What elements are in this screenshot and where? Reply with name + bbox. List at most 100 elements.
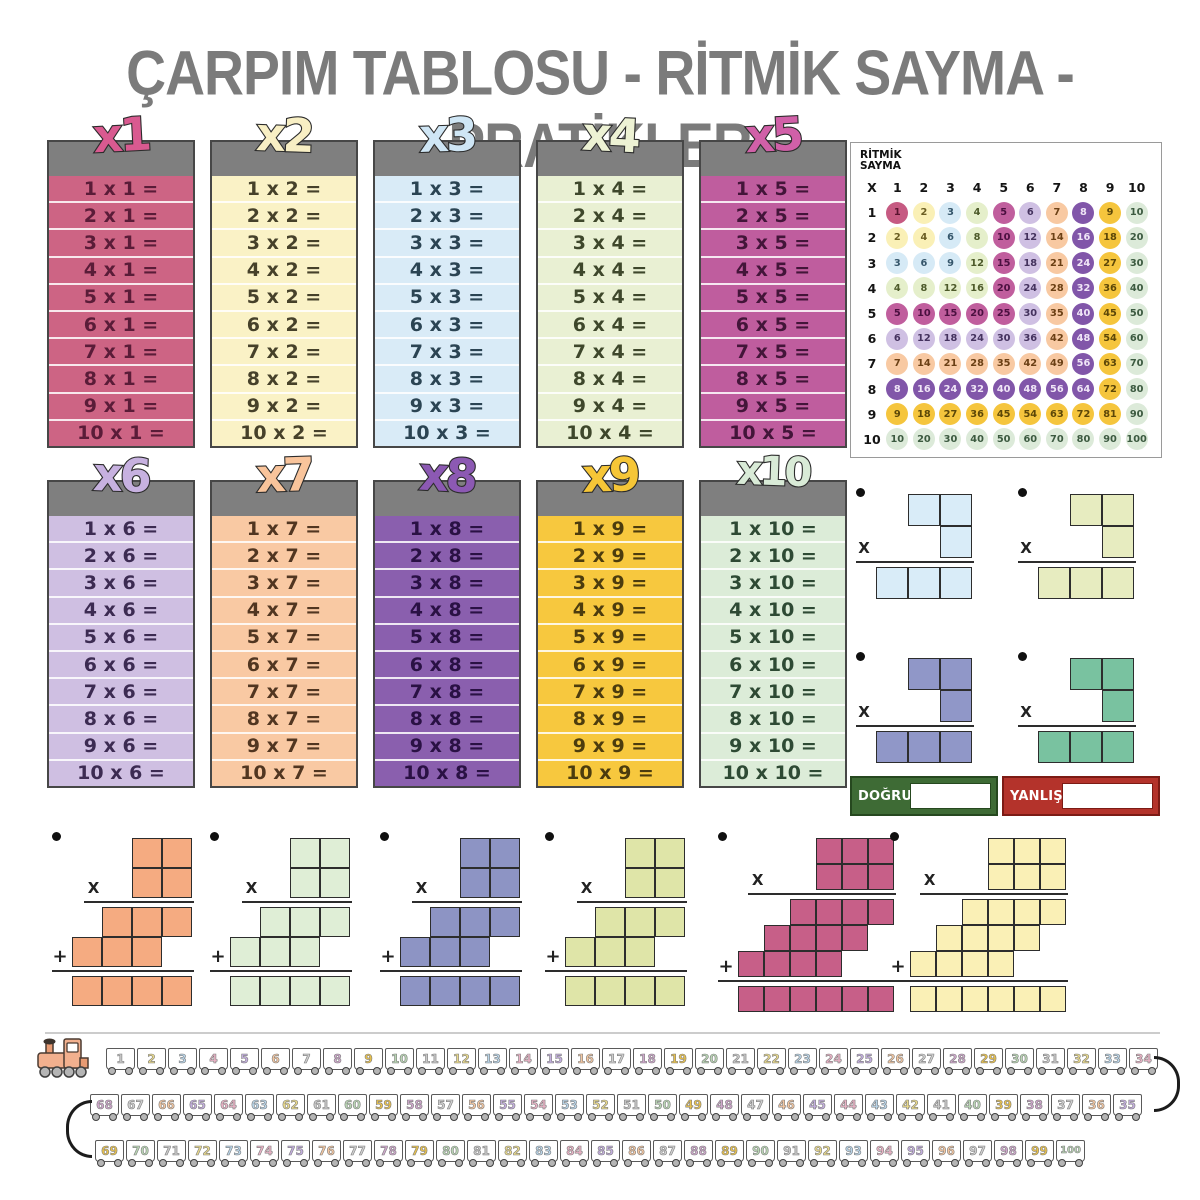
wagon-number: 64: [220, 1098, 237, 1112]
wagon-number: 17: [608, 1052, 625, 1066]
multiply-sign: X: [751, 871, 764, 889]
wagon-wheel: [340, 1113, 348, 1121]
train-wagon: 52: [586, 1094, 615, 1124]
train-wagon: 14: [509, 1048, 538, 1078]
wagon-body: 35: [1113, 1094, 1142, 1116]
wagon-wheel: [314, 1159, 322, 1167]
grid-product-circle: 45: [1099, 302, 1122, 325]
train-wagon: 1: [106, 1048, 135, 1078]
wrong-input[interactable]: [1062, 783, 1153, 809]
wagon-number: 10: [391, 1052, 408, 1066]
puzzle-square: [320, 868, 350, 898]
train-wagon: 13: [478, 1048, 507, 1078]
plus-line: [718, 980, 896, 983]
wagon-wheel: [641, 1159, 649, 1167]
wagon-wheel: [686, 1159, 694, 1167]
bullet-marker: [380, 832, 389, 841]
correct-input[interactable]: [910, 783, 991, 809]
wagon-body: 47: [741, 1094, 770, 1116]
multiplication-row: 5 x 7 =: [212, 625, 356, 653]
grid-product-circle: 30: [939, 428, 962, 451]
multiplication-row: 8 x 10 =: [701, 706, 845, 734]
card-x7: x7 1 x 7 = 2 x 7 = 3 x 7 = 4 x 7 = 5 x 7 = 6 x…: [210, 446, 358, 788]
wagon-wheel: [238, 1159, 246, 1167]
grid-product-circle: 12: [912, 327, 935, 350]
wagon-body: 57: [431, 1094, 460, 1116]
train-wagon: 29: [974, 1048, 1003, 1078]
wagon-wheel: [743, 1113, 751, 1121]
grid-row-header: 4: [867, 280, 877, 296]
train-wagon: 91: [777, 1140, 806, 1170]
wagon-number: 2: [147, 1052, 156, 1066]
card-x10: x10 1 x 10 = 2 x 10 = 3 x 10 = 4 x 10 = 5 x 1…: [699, 447, 847, 788]
wagon-wheel: [697, 1067, 705, 1075]
grid-product-circle: 12: [939, 277, 962, 300]
wagon-number: 48: [716, 1098, 733, 1112]
plus-line: [380, 970, 522, 973]
wagon-body: 66: [152, 1094, 181, 1116]
wagon-body: 7: [292, 1048, 321, 1070]
multiplication-row: 8 x 3 =: [375, 366, 519, 394]
multiplication-row: 4 x 2 =: [212, 258, 356, 285]
wagon-number: 8: [333, 1052, 342, 1066]
grid-product-circle: 16: [966, 277, 989, 300]
wagon-number: 6: [271, 1052, 280, 1066]
grid-product-circle: 30: [1125, 252, 1148, 275]
wagon-number: 79: [411, 1144, 428, 1158]
grid-product-circle: 40: [1125, 277, 1148, 300]
grid-product-circle: 28: [1045, 277, 1068, 300]
wagon-wheel: [765, 1159, 773, 1167]
wagon-number: 70: [132, 1144, 149, 1158]
grid-product-circle: 9: [886, 403, 909, 426]
wagon-wheel: [1101, 1113, 1109, 1121]
wagon-body: 51: [617, 1094, 646, 1116]
wagon-number: 16: [577, 1052, 594, 1066]
plus-line: [545, 970, 687, 973]
wagon-wheel: [667, 1113, 675, 1121]
wagon-body: 64: [214, 1094, 243, 1116]
card-body: 1 x 7 = 2 x 7 = 3 x 7 = 4 x 7 = 5 x 7 = 6 x 7…: [212, 516, 356, 786]
wagon-wheel: [402, 1113, 410, 1121]
grid-product-circle: 36: [966, 403, 989, 426]
wagon-wheel: [357, 1113, 365, 1121]
train-wagon: 50: [648, 1094, 677, 1124]
grid-product-circle: 7: [886, 352, 909, 375]
puzzle-square: [460, 907, 490, 937]
multiplication-row: 6 x 8 =: [375, 652, 519, 680]
grid-product-circle: 16: [912, 378, 935, 401]
wagon-body: 83: [529, 1140, 558, 1162]
wagon-body: 46: [772, 1094, 801, 1116]
card-body: 1 x 4 = 2 x 4 = 3 x 4 = 4 x 4 = 5 x 4 = 6 x 4…: [538, 176, 682, 446]
puzzle-square: [738, 951, 764, 977]
wagon-wheel: [108, 1067, 116, 1075]
wagon-number: 61: [313, 1098, 330, 1112]
wagon-wheel: [249, 1067, 257, 1075]
wagon-wheel: [951, 1159, 959, 1167]
multiplication-row: 4 x 7 =: [212, 598, 356, 625]
grid-product-circle: 27: [1099, 252, 1122, 275]
train-wagon: 77: [343, 1140, 372, 1170]
multiplication-row: 6 x 5 =: [701, 312, 845, 340]
wagon-wheel: [202, 1113, 210, 1121]
wagon-wheel: [233, 1113, 241, 1121]
train-wagon: 59: [369, 1094, 398, 1124]
wagon-body: 8: [323, 1048, 352, 1070]
grid-product-circle: 20: [992, 277, 1015, 300]
multiply-line: [84, 901, 194, 904]
wagon-body: 50: [648, 1094, 677, 1116]
grid-row-header: 9: [867, 406, 877, 422]
train-wagon: 56: [462, 1094, 491, 1124]
wagon-wheel: [221, 1159, 229, 1167]
multiplication-row: 7 x 7 =: [212, 679, 356, 707]
multiplication-row: 9 x 9 =: [538, 734, 682, 761]
train-wagon: 55: [493, 1094, 522, 1124]
puzzle-square: [320, 838, 350, 868]
train-wagon: 47: [741, 1094, 770, 1124]
card-header: [49, 482, 193, 516]
grid-product-circle: 5: [992, 201, 1015, 224]
train-wagon: 85: [591, 1140, 620, 1170]
wagon-body: 60: [338, 1094, 367, 1116]
wagon-wheel: [512, 1113, 520, 1121]
puzzle-square: [816, 951, 842, 977]
wagon-number: 21: [732, 1052, 749, 1066]
